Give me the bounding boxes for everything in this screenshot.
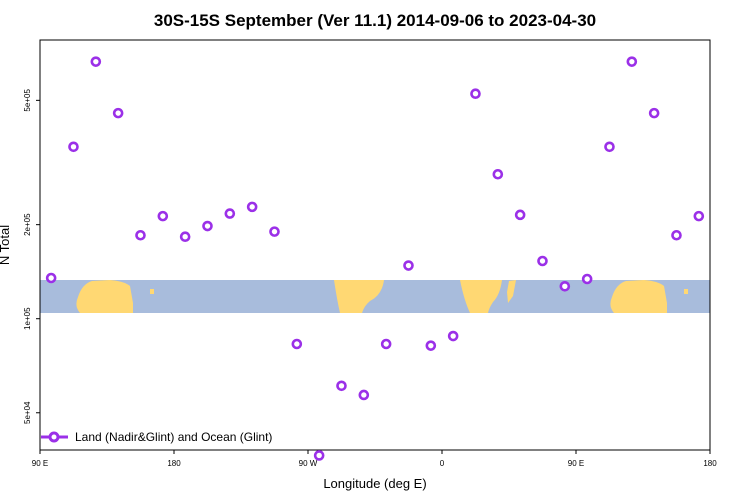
data-point [68,141,79,153]
x-tick-label: 90 W [299,459,318,468]
data-point [336,380,347,392]
data-point [269,226,280,237]
y-tick-label: 5e+05 [23,89,32,112]
data-point [135,229,146,241]
map-background [40,280,710,313]
data-point [179,231,191,243]
data-point [581,273,593,285]
x-tick-label: 180 [167,459,181,468]
data-point [157,210,169,222]
x-tick-label: 180 [703,459,717,468]
data-point [648,107,660,119]
data-point [224,208,236,219]
data-point [358,389,370,401]
data-point [447,330,459,342]
x-tick-label: 90 E [568,459,584,468]
data-point [403,260,414,271]
data-point [470,88,481,100]
data-point [45,272,57,284]
plot-frame [39,39,711,451]
data-point [313,450,325,461]
data-point [604,141,615,153]
data-point [693,210,705,222]
x-axis-label: Longitude (deg E) [323,476,426,491]
data-point [90,56,102,67]
x-tick-label: 90 E [32,459,48,468]
y-tick-label: 5e+04 [23,401,32,424]
x-tick-label: 0 [440,459,445,468]
data-point [380,338,392,350]
data-point [246,201,258,213]
y-tick-label: 2e+05 [23,213,32,236]
data-point [492,168,504,180]
data-point [291,338,303,350]
data-point [425,340,437,351]
data-point [514,209,526,221]
data-point [537,255,548,267]
data-point [559,280,571,292]
y-axis: 5e+04 1e+05 2e+05 5e+05 [23,89,40,424]
data-point [202,220,213,232]
legend-label: Land (Nadir&Glint) and Ocean (Glint) [75,430,272,444]
data-point [626,56,638,67]
data-points [45,56,705,461]
data-point [671,229,682,241]
data-point [112,107,124,119]
y-axis-label: N Total [0,225,12,265]
legend: Land (Nadir&Glint) and Ocean (Glint) [41,430,272,444]
legend-marker [48,431,60,443]
x-axis: 90 E 180 90 W 0 90 E 180 [32,450,717,468]
chart-title: 30S-15S September (Ver 11.1) 2014-09-06 … [154,11,596,30]
y-tick-label: 1e+05 [23,307,32,330]
